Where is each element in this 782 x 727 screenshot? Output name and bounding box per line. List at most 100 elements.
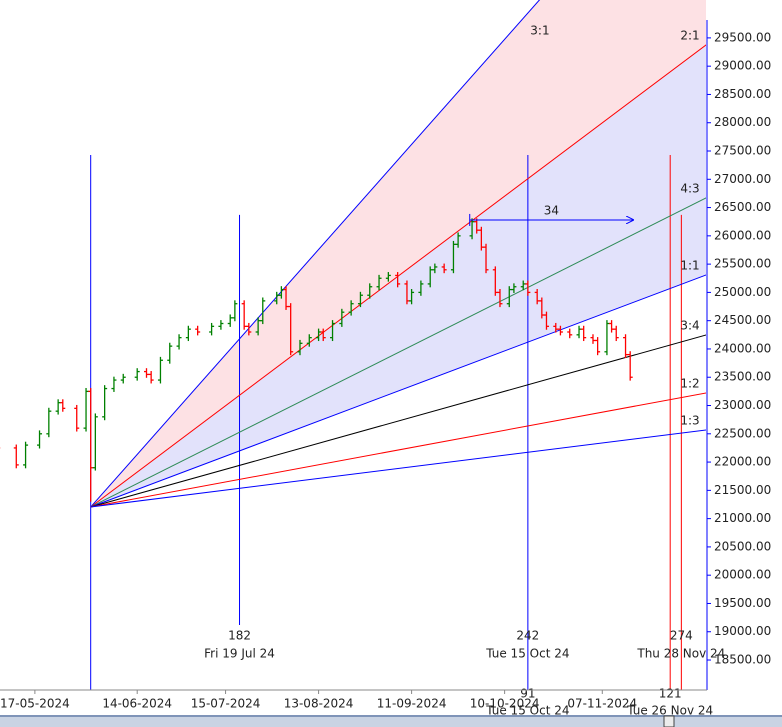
ohlc-bar bbox=[520, 280, 526, 291]
ohlc-bar bbox=[576, 325, 582, 339]
ohlc-bar bbox=[450, 240, 456, 274]
fan-ray bbox=[90, 334, 706, 508]
fan-ray bbox=[90, 0, 541, 508]
ohlc-bar bbox=[88, 387, 94, 502]
ohlc-bar bbox=[567, 328, 573, 339]
plot-area bbox=[0, 0, 706, 690]
y-tick-label: 27000.00 bbox=[714, 172, 771, 186]
y-tick-label: 19500.00 bbox=[714, 596, 771, 610]
ohlc-bar bbox=[539, 297, 545, 319]
y-tick-label: 27500.00 bbox=[714, 144, 771, 158]
ohlc-bar bbox=[441, 263, 447, 274]
y-tick-label: 29000.00 bbox=[714, 59, 771, 73]
y-tick-label: 21000.00 bbox=[714, 511, 771, 525]
marker-date: Fri 19 Jul 24 bbox=[204, 647, 275, 661]
y-tick-label: 21500.00 bbox=[714, 483, 771, 497]
scroll-thumb[interactable] bbox=[663, 715, 675, 727]
ohlc-bar bbox=[260, 297, 266, 325]
ohlc-bar bbox=[395, 272, 401, 288]
ohlc-bar bbox=[92, 413, 98, 471]
ohlc-bar bbox=[288, 303, 294, 356]
window-strip bbox=[0, 715, 782, 727]
ohlc-bar bbox=[432, 263, 438, 274]
ohlc-bar bbox=[232, 300, 238, 322]
marker-bottom-date: Tue 26 Nov 24 bbox=[626, 704, 713, 718]
ohlc-bar bbox=[418, 280, 424, 296]
ohlc-bar bbox=[148, 371, 154, 384]
ohlc-bar bbox=[37, 430, 43, 449]
ohlc-bar bbox=[348, 300, 354, 316]
y-tick-label: 24500.00 bbox=[714, 313, 771, 327]
ohlc-bar bbox=[227, 314, 233, 327]
fan-ray bbox=[90, 197, 706, 508]
y-tick-label: 25500.00 bbox=[714, 257, 771, 271]
y-tick-label: 29500.00 bbox=[714, 30, 771, 44]
ohlc-bar bbox=[185, 325, 191, 342]
measure-label: 34 bbox=[544, 203, 559, 217]
ohlc-bar bbox=[404, 280, 410, 305]
ohlc-bar bbox=[478, 226, 484, 251]
ohlc-bar bbox=[330, 320, 336, 342]
ohlc-bar bbox=[218, 320, 224, 330]
fan-label: 4:3 bbox=[680, 181, 699, 195]
ohlc-bar bbox=[492, 266, 498, 296]
ohlc-bar bbox=[595, 337, 601, 356]
marker-bottom-count: 91 bbox=[520, 687, 535, 701]
ohlc-bar bbox=[590, 334, 596, 344]
ohlc-bar bbox=[74, 404, 80, 432]
x-tick-label: 11-09-2024 bbox=[377, 697, 447, 711]
ohlc-bar bbox=[306, 334, 312, 347]
y-tick-label: 26500.00 bbox=[714, 200, 771, 214]
ohlc-bar bbox=[376, 274, 382, 291]
y-tick-label: 26000.00 bbox=[714, 228, 771, 242]
ohlc-bar bbox=[455, 232, 461, 248]
ohlc-bar bbox=[283, 286, 289, 310]
ohlc-bar bbox=[427, 266, 433, 288]
marker-bottom-date: Tue 15 Oct 24 bbox=[485, 704, 569, 718]
marker-bottom-count: 121 bbox=[659, 687, 682, 701]
x-tick-label: 14-06-2024 bbox=[102, 697, 172, 711]
ohlc-bar bbox=[55, 399, 61, 415]
ohlc-bar bbox=[357, 291, 363, 308]
ohlc-bar bbox=[613, 325, 619, 342]
ohlc-bar bbox=[367, 283, 373, 299]
y-tick-label: 24000.00 bbox=[714, 341, 771, 355]
ohlc-bar bbox=[385, 272, 391, 282]
y-tick-label: 22000.00 bbox=[714, 455, 771, 469]
x-tick-label: 13-08-2024 bbox=[284, 697, 354, 711]
fan-label: 1:1 bbox=[680, 258, 699, 272]
ohlc-bar bbox=[241, 300, 247, 330]
y-tick-label: 22500.00 bbox=[714, 426, 771, 440]
fan-label: 3:4 bbox=[680, 318, 699, 332]
ohlc-bar bbox=[176, 334, 182, 350]
ohlc-bar bbox=[623, 334, 629, 359]
axes: 18500.00 19000.00 19500.00 20000.00 20500.00… bbox=[0, 30, 771, 718]
ohlc-bar bbox=[581, 325, 587, 342]
fan-ray bbox=[90, 392, 706, 508]
ohlc-bar bbox=[497, 289, 503, 308]
x-tick-label: 15-07-2024 bbox=[191, 697, 261, 711]
ohlc-bar bbox=[409, 289, 415, 305]
ohlc-bar bbox=[83, 387, 89, 432]
marker-count: 242 bbox=[516, 629, 539, 643]
ohlc-bar bbox=[144, 368, 150, 378]
x-tick-label: 17-05-2024 bbox=[0, 697, 70, 711]
ohlc-bar bbox=[320, 328, 326, 342]
ohlc-bar bbox=[120, 373, 126, 384]
fan-ray bbox=[90, 274, 706, 508]
ohlc-bar bbox=[511, 283, 517, 293]
fan-label: 1:3 bbox=[680, 414, 699, 428]
ohlc-bar bbox=[483, 243, 489, 274]
ohlc-bar bbox=[255, 317, 261, 336]
ohlc-bar bbox=[474, 218, 480, 234]
ohlc-bar bbox=[316, 328, 322, 342]
fan-label: 2:1 bbox=[680, 28, 699, 42]
x-tick-label: 07-11-2024 bbox=[567, 697, 637, 711]
window-strip-edge bbox=[0, 715, 782, 717]
marker-count: 182 bbox=[228, 629, 251, 643]
ohlc-bar bbox=[23, 441, 29, 469]
ohlc-bar bbox=[525, 280, 531, 296]
ohlc-bar bbox=[469, 218, 475, 240]
ohlc-bar bbox=[60, 399, 66, 412]
